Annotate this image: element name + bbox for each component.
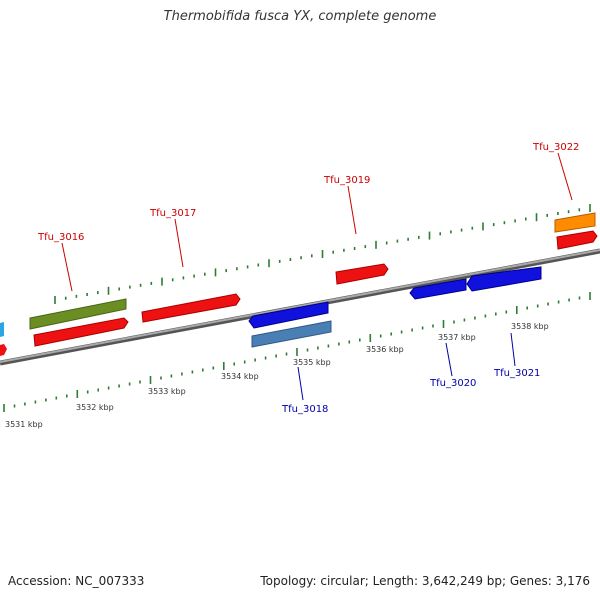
feature-green[interactable] — [29, 298, 127, 330]
gene-label-tfu-3022[interactable]: Tfu_3022 — [532, 142, 579, 153]
kbp-tick-labels: 3531 kbp 3532 kbp 3533 kbp 3534 kbp 3535… — [5, 322, 549, 429]
tick-label: 3533 kbp — [148, 387, 186, 396]
tick-label: 3534 kbp — [221, 372, 259, 381]
gene-arrow-tfu-3018[interactable] — [248, 301, 329, 329]
gene-arrow-tfu-3021[interactable] — [466, 266, 542, 292]
feature-edge-cyan[interactable] — [0, 322, 4, 337]
feature-edge-red[interactable] — [0, 344, 7, 356]
gene-arrow-tfu-3017[interactable] — [141, 293, 241, 323]
gene-label-tfu-3021[interactable]: Tfu_3021 — [493, 368, 540, 379]
gene-label-tfu-3018[interactable]: Tfu_3018 — [281, 404, 328, 415]
tick-label: 3535 kbp — [293, 358, 331, 367]
tick-label: 3532 kbp — [76, 403, 114, 412]
tick-label: 3537 kbp — [438, 333, 476, 342]
accession-label: Accession: NC_007333 — [8, 574, 145, 588]
outer-tick-track — [54, 204, 591, 304]
feature-steelblue[interactable] — [251, 320, 332, 348]
inner-tick-track — [3, 292, 591, 412]
feature-blocks — [0, 212, 598, 356]
gene-label-tfu-3019[interactable]: Tfu_3019 — [323, 175, 370, 186]
map-title: Thermobifida fusca YX, complete genome — [163, 9, 437, 24]
gene-arrow-tfu-3016[interactable] — [33, 317, 129, 347]
genome-stats-label: Topology: circular; Length: 3,642,249 bp… — [260, 574, 590, 588]
gene-label-tfu-3016[interactable]: Tfu_3016 — [37, 232, 84, 243]
gene-label-connectors — [61, 152, 573, 401]
gene-labels: Tfu_3016 Tfu_3017 Tfu_3019 Tfu_3022 Tfu_… — [37, 142, 579, 415]
tick-label: 3531 kbp — [5, 420, 43, 429]
gene-arrow-tfu-3019[interactable] — [335, 263, 389, 285]
gene-label-tfu-3017[interactable]: Tfu_3017 — [149, 208, 196, 219]
tick-label: 3536 kbp — [366, 345, 404, 354]
gene-arrow-tfu-3020[interactable] — [409, 278, 467, 300]
gene-label-tfu-3020[interactable]: Tfu_3020 — [429, 378, 476, 389]
feature-orange[interactable] — [554, 212, 596, 233]
gene-arrow-tfu-3022[interactable] — [556, 230, 598, 250]
tick-label: 3538 kbp — [511, 322, 549, 331]
